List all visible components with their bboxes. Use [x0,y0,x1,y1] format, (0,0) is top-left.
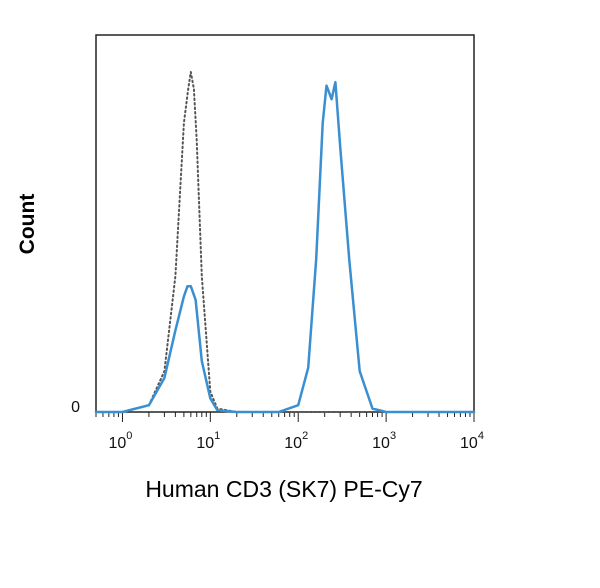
series-cd3-stained-line [94,80,476,414]
y-axis-label: Count [16,194,39,255]
x-axis-label: Human CD3 (SK7) PE-Cy7 [145,476,422,502]
series-isotype-control-line [95,71,475,413]
x-axis-ticks [95,412,475,422]
x-tick-label: 104 [460,430,484,452]
x-axis-tick-labels: 100 101 102 103 104 [108,430,483,452]
x-tick-label: 101 [196,430,220,452]
x-tick-label: 102 [284,430,308,452]
x-tick-label: 103 [372,430,396,452]
y-tick-label-zero: 0 [71,399,80,416]
plot-area-frame [95,34,475,413]
x-tick-label: 100 [108,430,132,452]
series-layer [94,71,476,414]
